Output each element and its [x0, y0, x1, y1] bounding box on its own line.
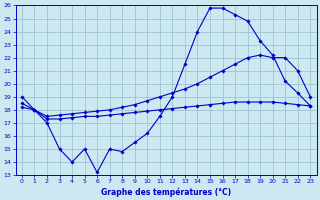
X-axis label: Graphe des températures (°C): Graphe des températures (°C) — [101, 187, 231, 197]
